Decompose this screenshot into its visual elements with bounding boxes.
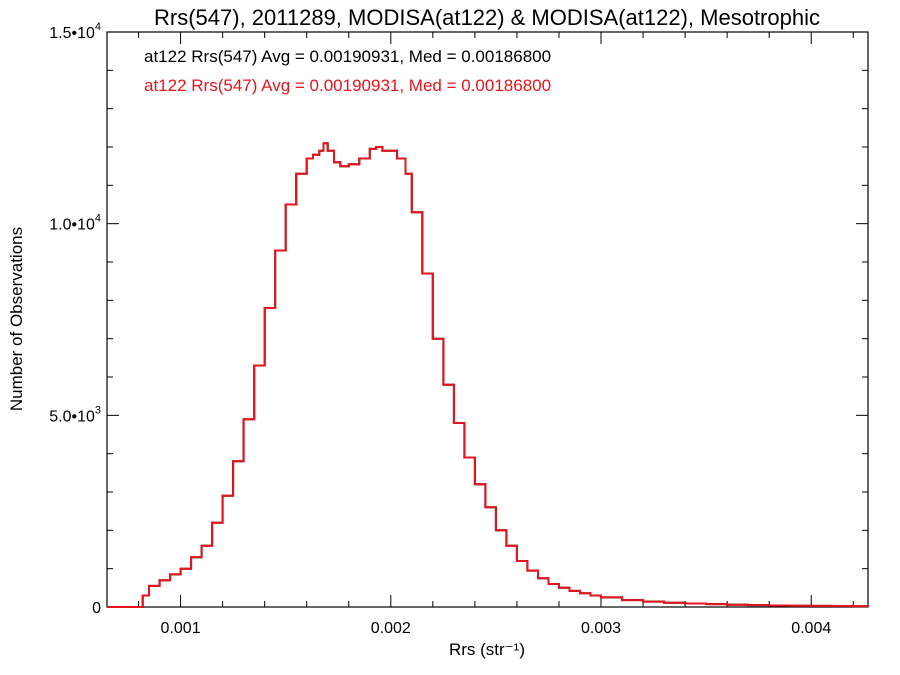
- y-tick-label: 1.0•104: [49, 213, 101, 234]
- x-axis-label: Rrs (str⁻¹): [449, 640, 525, 659]
- x-tick-label: 0.001: [161, 620, 201, 637]
- annotation-red: at122 Rrs(547) Avg = 0.00190931, Med = 0…: [144, 76, 551, 95]
- y-axis-label: Number of Observations: [7, 227, 26, 411]
- x-tick-label: 0.004: [791, 620, 831, 637]
- x-tick-label: 0.002: [371, 620, 411, 637]
- x-tick-label: 0.003: [581, 620, 621, 637]
- y-axis-ticks: 0 5.0•103 1.0•104 1.5•104: [49, 21, 868, 617]
- y-tick-label: 1.5•104: [49, 21, 101, 42]
- series-line-0: [107, 142, 869, 608]
- annotation-black: at122 Rrs(547) Avg = 0.00190931, Med = 0…: [144, 47, 551, 66]
- y-tick-label: 0: [92, 600, 101, 617]
- y-tick-label: 5.0•103: [49, 404, 101, 425]
- series-line-1: [107, 142, 869, 608]
- series-layer: [107, 142, 869, 608]
- x-axis-ticks: 0.001 0.002 0.003 0.004: [138, 32, 854, 637]
- plot-frame: [106, 31, 869, 608]
- chart-title: Rrs(547), 2011289, MODISA(at122) & MODIS…: [154, 5, 820, 30]
